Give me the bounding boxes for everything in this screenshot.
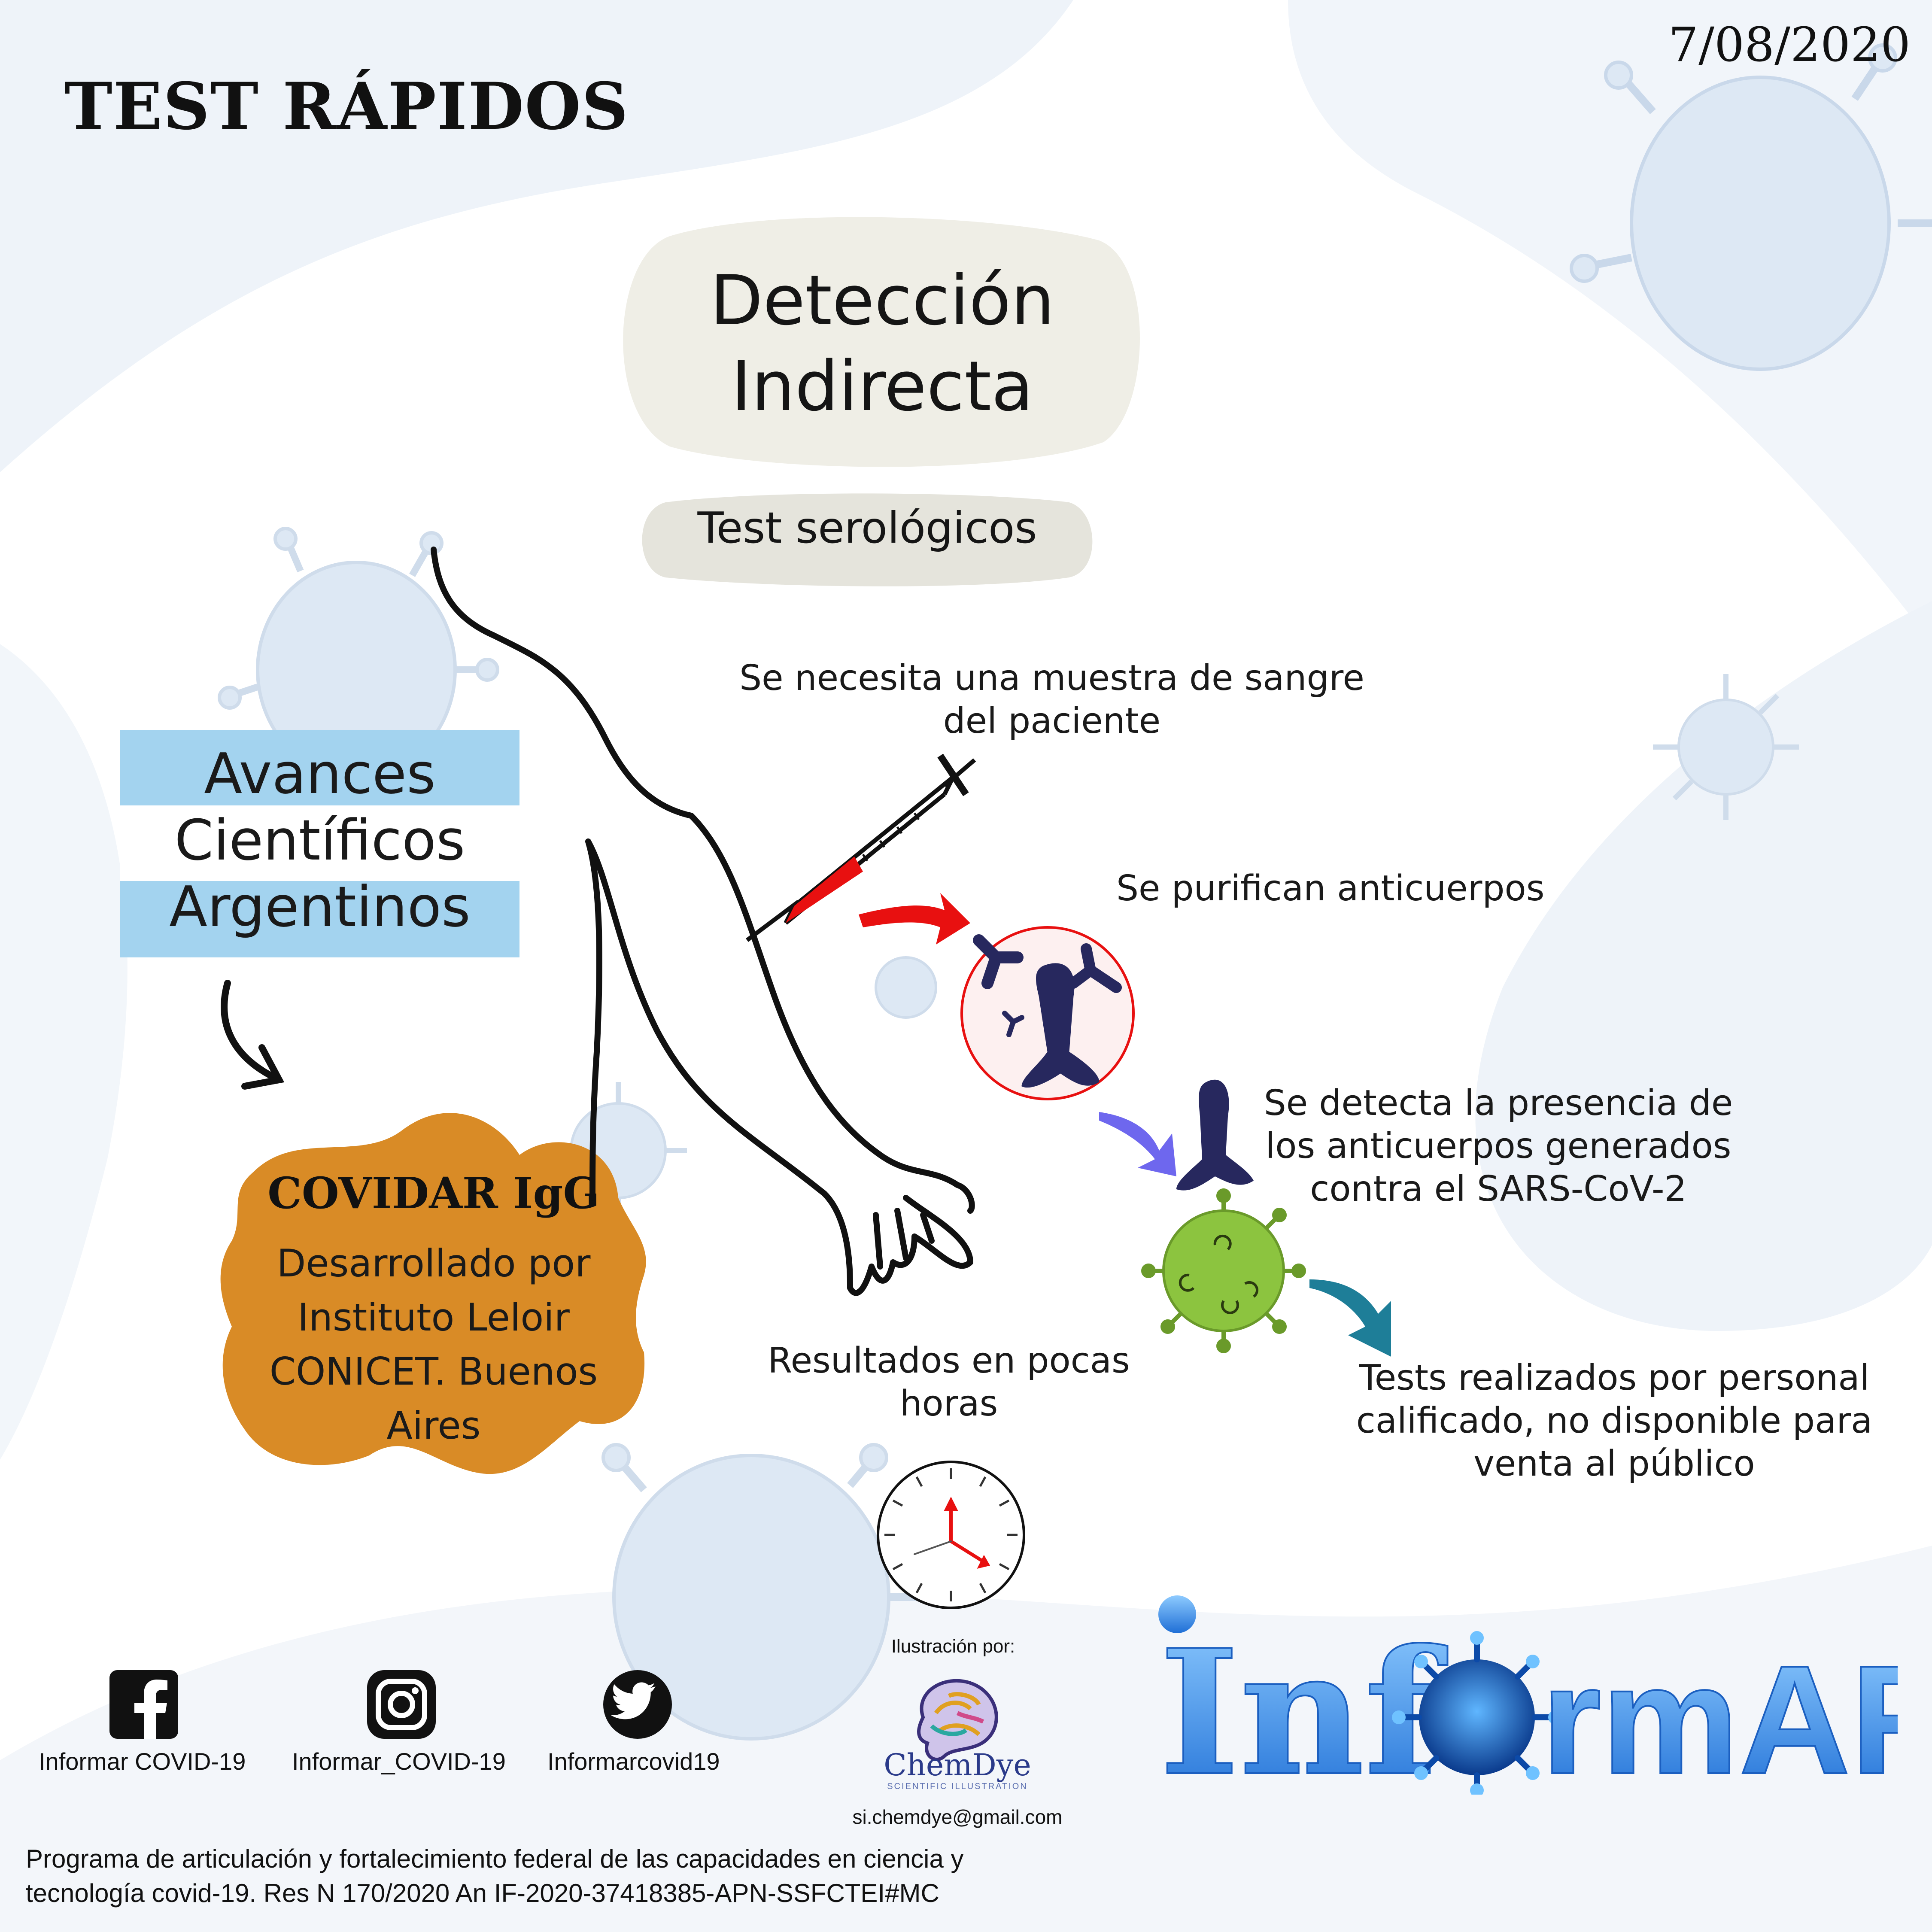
informar-suffix: rmAR — [1541, 1634, 1898, 1795]
step-detect-line3: contra el SARS-CoV-2 — [1310, 1169, 1687, 1209]
step-results-line2: horas — [899, 1383, 998, 1424]
twitter-label[interactable]: Informarcovid19 — [547, 1748, 720, 1775]
step-staff-line3: venta al público — [1473, 1443, 1755, 1484]
informar-prefix: Inf — [1159, 1612, 1448, 1795]
detection-bubble — [623, 217, 1140, 467]
step-blood-sample: Se necesita una muestra de sangre del pa… — [730, 657, 1374, 743]
footer-program-note: Programa de articulación y fortalecimien… — [26, 1842, 1185, 1911]
pale-virus-topright — [1570, 43, 1932, 371]
step-results: Resultados en pocas horas — [756, 1340, 1142, 1425]
chemdye-email[interactable]: si.chemdye@gmail.com — [852, 1806, 1063, 1828]
step-staff-line1: Tests realizados por personal — [1359, 1358, 1870, 1398]
teal-arrow — [1309, 1279, 1391, 1357]
illustration-credit-label: Ilustración por: — [891, 1636, 1015, 1657]
serology-pill — [642, 493, 1093, 586]
page-title: TEST RÁPIDOS — [64, 69, 629, 144]
footer-line1: Programa de articulación y fortalecimien… — [26, 1844, 964, 1873]
step-detect-line2: los anticuerpos generados — [1265, 1126, 1732, 1166]
red-arrow — [859, 893, 970, 945]
chemdye-name: ChemDye — [884, 1747, 1031, 1783]
covidar-title: COVIDAR IgG — [267, 1168, 600, 1218]
covidar-description: Desarrollado por Instituto Leloir CONICE… — [240, 1236, 627, 1453]
detection-title-line1: Detección — [710, 260, 1055, 340]
curved-arrow-down — [221, 980, 285, 1090]
green-virus — [1141, 1188, 1306, 1353]
chemdye-logo — [917, 1679, 998, 1761]
facebook-icon[interactable] — [109, 1670, 178, 1739]
covidar-blob — [220, 1113, 646, 1474]
covidar-desc-line2: Instituto Leloir — [298, 1295, 570, 1340]
twitter-icon[interactable] — [603, 1670, 672, 1739]
step-results-line1: Resultados en pocas — [768, 1340, 1130, 1381]
antibody-cluster — [973, 934, 1122, 1088]
step-blood-line1: Se necesita una muestra de sangre — [739, 658, 1364, 699]
pale-virus-right — [1653, 674, 1799, 820]
informar-logo: Inf rmAR — [1158, 1595, 1898, 1795]
footer-line2: tecnología covid-19. Res N 170/2020 An I… — [26, 1879, 939, 1908]
flag-line3: Argentinos — [169, 874, 471, 939]
date-label: 7/08/2020 — [1668, 17, 1911, 72]
flag-line2: Científicos — [174, 808, 465, 873]
covidar-desc-line1: Desarrollado por — [276, 1241, 591, 1285]
covidar-desc-line3: CONICET. Buenos — [269, 1349, 598, 1394]
arm-outline — [431, 547, 975, 1296]
syringe-ticks — [862, 812, 920, 862]
flag-line1: Avances — [204, 741, 436, 806]
detection-title-line2: Indirecta — [731, 346, 1034, 426]
step-staff: Tests realizados por personal calificado… — [1335, 1357, 1893, 1485]
step-detect: Se detecta la presencia de los anticuerp… — [1241, 1082, 1756, 1211]
instagram-label[interactable]: Informar_COVID-19 — [292, 1748, 506, 1775]
purple-arrow — [1099, 1112, 1176, 1176]
step-blood-line2: del paciente — [943, 701, 1161, 741]
syringe-blood — [786, 857, 863, 923]
chemdye-subtitle: SCIENTIFIC ILLUSTRATION — [887, 1782, 1028, 1791]
detection-title: Detección Indirecta — [635, 258, 1129, 429]
covidar-desc-line4: Aires — [386, 1403, 481, 1448]
facebook-label[interactable]: Informar COVID-19 — [39, 1748, 246, 1775]
detection-subtitle: Test serológicos — [697, 503, 1037, 553]
step-purify: Se purifican anticuerpos — [1116, 868, 1545, 909]
flag-banner-text: Avances Científicos Argentinos — [120, 741, 519, 940]
instagram-icon[interactable] — [367, 1670, 436, 1739]
virus-letter-o-icon — [1392, 1631, 1562, 1795]
step-staff-line2: calificado, no disponible para — [1356, 1400, 1873, 1441]
step-detect-line1: Se detecta la presencia de — [1264, 1083, 1733, 1124]
detached-antibody — [1176, 1079, 1254, 1191]
argentina-flag-banner — [120, 730, 519, 957]
clock-icon — [877, 1461, 1025, 1609]
